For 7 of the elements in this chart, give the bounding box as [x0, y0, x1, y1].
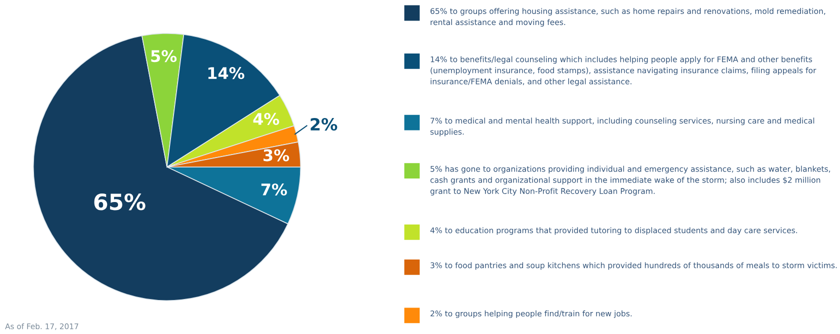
data-label: 65%	[94, 193, 146, 210]
data-label: 2%	[310, 118, 338, 131]
data-label: 3%	[264, 149, 290, 162]
data-label: 7%	[261, 183, 287, 196]
data-label: 4%	[253, 112, 280, 125]
data-label: 14%	[208, 67, 244, 80]
data-label: 5%	[151, 50, 177, 62]
